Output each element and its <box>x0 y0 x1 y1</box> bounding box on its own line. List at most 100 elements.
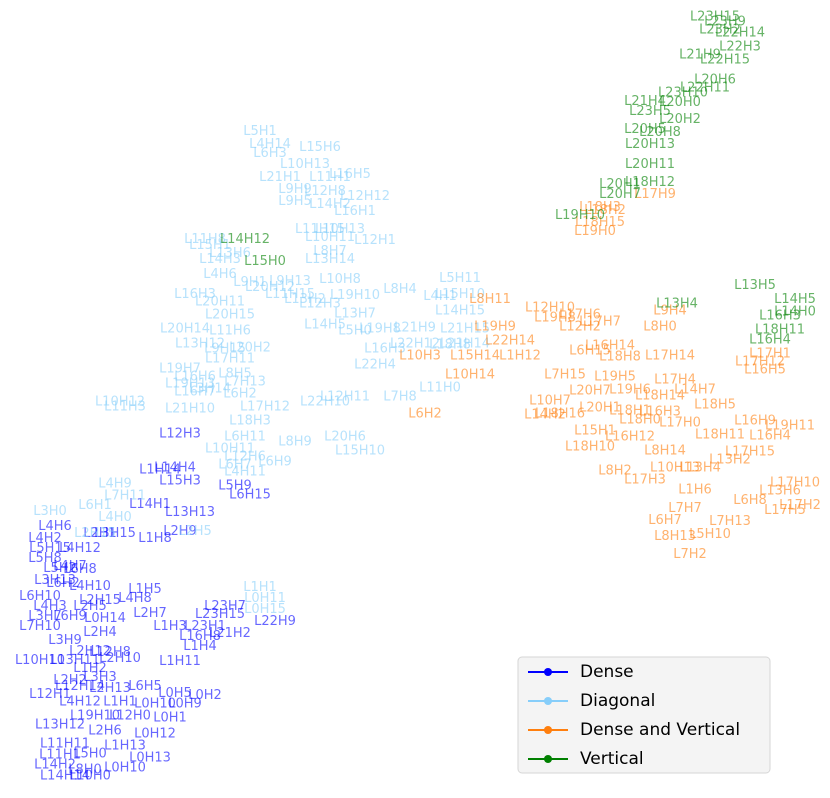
point-label: L16H1 <box>334 204 376 219</box>
point-label: L9H15 <box>204 342 246 357</box>
point-label: L6H2 <box>46 576 80 591</box>
point-label: L12H6 <box>224 449 266 464</box>
point-label: L17H6 <box>559 308 601 323</box>
point-label: L13H4 <box>679 460 721 475</box>
point-label: L20H12 <box>245 280 295 295</box>
point-label: L9H5 <box>278 194 312 209</box>
point-label: L12H12 <box>340 189 390 204</box>
point-label: L0H15 <box>244 602 286 617</box>
point-label: L14H2 <box>524 407 566 422</box>
point-label: L10H8 <box>319 272 361 287</box>
point-label: L15H3 <box>159 473 201 488</box>
point-label: L1H3 <box>153 619 187 634</box>
point-label: L17H5 <box>764 503 806 518</box>
point-label: L0H1 <box>153 711 187 726</box>
point-label: L14H4 <box>154 460 196 475</box>
point-label: L19H10 <box>70 709 120 724</box>
point-label: L7H7 <box>668 501 702 516</box>
point-label: L14H5 <box>774 292 816 307</box>
point-label: L17H14 <box>645 349 695 364</box>
point-label: L19H11 <box>765 418 815 433</box>
point-label: L6H8 <box>733 493 767 508</box>
point-label: L0H2 <box>188 688 222 703</box>
point-label: L22H15 <box>700 52 750 67</box>
point-label: L21H14 <box>440 337 490 352</box>
point-label: L5H10 <box>689 527 731 542</box>
point-label: L0H10 <box>134 697 176 712</box>
point-label: L3H3 <box>83 670 117 685</box>
point-label: L16H5 <box>744 363 786 378</box>
point-label: L9H13 <box>269 274 311 289</box>
point-label: L14H0 <box>774 305 816 320</box>
point-label: L4H12 <box>59 695 101 710</box>
point-label: L22H4 <box>354 358 396 373</box>
point-label: L20H6 <box>324 429 366 444</box>
point-label: L6H7 <box>648 513 682 528</box>
point-label: L11H15 <box>265 287 315 302</box>
point-label: L16H5 <box>329 167 371 182</box>
point-label: L22H14 <box>715 25 765 40</box>
point-label: L12H8 <box>304 184 346 199</box>
point-label: L15H10 <box>335 443 385 458</box>
point-label: L5H1 <box>243 124 277 139</box>
legend-marker <box>544 668 552 676</box>
point-label: L5H11 <box>439 271 481 286</box>
point-label: L17H3 <box>624 472 666 487</box>
point-label: L16H12 <box>605 429 655 444</box>
point-label: L8H11 <box>469 292 511 307</box>
point-label: L21H10 <box>165 401 215 416</box>
point-label: L11H1 <box>39 748 81 763</box>
point-label: L4H0 <box>98 510 132 525</box>
point-label: L22H12 <box>390 337 440 352</box>
point-label: L18H1 <box>609 403 651 418</box>
point-label: L17H2 <box>779 498 821 513</box>
point-label: L18H8 <box>429 338 471 353</box>
point-label: L16H8 <box>179 629 221 644</box>
point-label: L17H15 <box>725 444 775 459</box>
point-label: L16H3 <box>364 342 406 357</box>
point-label: L6H11 <box>224 429 266 444</box>
point-label: L17H9 <box>634 187 676 202</box>
point-label: L17H4 <box>654 373 696 388</box>
point-label: L14H5 <box>304 318 346 333</box>
point-label: L15H14 <box>450 349 500 364</box>
point-label: L12H3 <box>299 297 341 312</box>
legend-marker <box>544 697 552 705</box>
point-label: L6H9 <box>258 454 292 469</box>
point-label: L3H7 <box>28 609 62 624</box>
point-label: L6H9 <box>53 609 87 624</box>
point-label: L12H11 <box>320 390 370 405</box>
point-label: L1H6 <box>678 482 712 497</box>
point-label: L1H4 <box>183 639 217 654</box>
legend-label: Vertical <box>580 749 644 769</box>
point-label: L0H11 <box>244 591 286 606</box>
point-label: L22H14 <box>485 334 535 349</box>
point-label: L9H4 <box>653 304 687 319</box>
point-label: L15H0 <box>244 254 286 269</box>
point-label: L20H5 <box>624 122 666 137</box>
point-label: L1H1 <box>103 695 137 710</box>
point-label: L23H1 <box>184 619 226 634</box>
point-label: L18H16 <box>535 406 585 421</box>
legend: Dense Diagonal Dense and Vertical Vertical <box>517 656 771 774</box>
point-label: L20H1 <box>579 400 621 415</box>
point-label: L23H9 <box>704 14 746 29</box>
point-label: L18H12 <box>625 175 675 190</box>
point-label: L4H8 <box>118 591 152 606</box>
point-label: L20H7 <box>569 384 611 399</box>
point-label: L19H10 <box>330 288 380 303</box>
point-label: L10H10 <box>15 653 65 668</box>
point-label: L13H7 <box>334 307 376 322</box>
point-label: L10H12 <box>95 394 145 409</box>
point-label: L12H8 <box>89 645 131 660</box>
point-label: L13H2 <box>284 292 326 307</box>
point-label: L18H3 <box>229 413 271 428</box>
point-label: L1H12 <box>499 349 541 364</box>
point-label: L0H10 <box>104 761 146 776</box>
point-label: L2H15 <box>79 593 121 608</box>
point-label: L5H15 <box>29 541 71 556</box>
point-label: L1H1 <box>243 580 277 595</box>
point-label: L14H3 <box>199 252 241 267</box>
point-label: L2H6 <box>88 724 122 739</box>
point-label: L17H7 <box>579 315 621 330</box>
